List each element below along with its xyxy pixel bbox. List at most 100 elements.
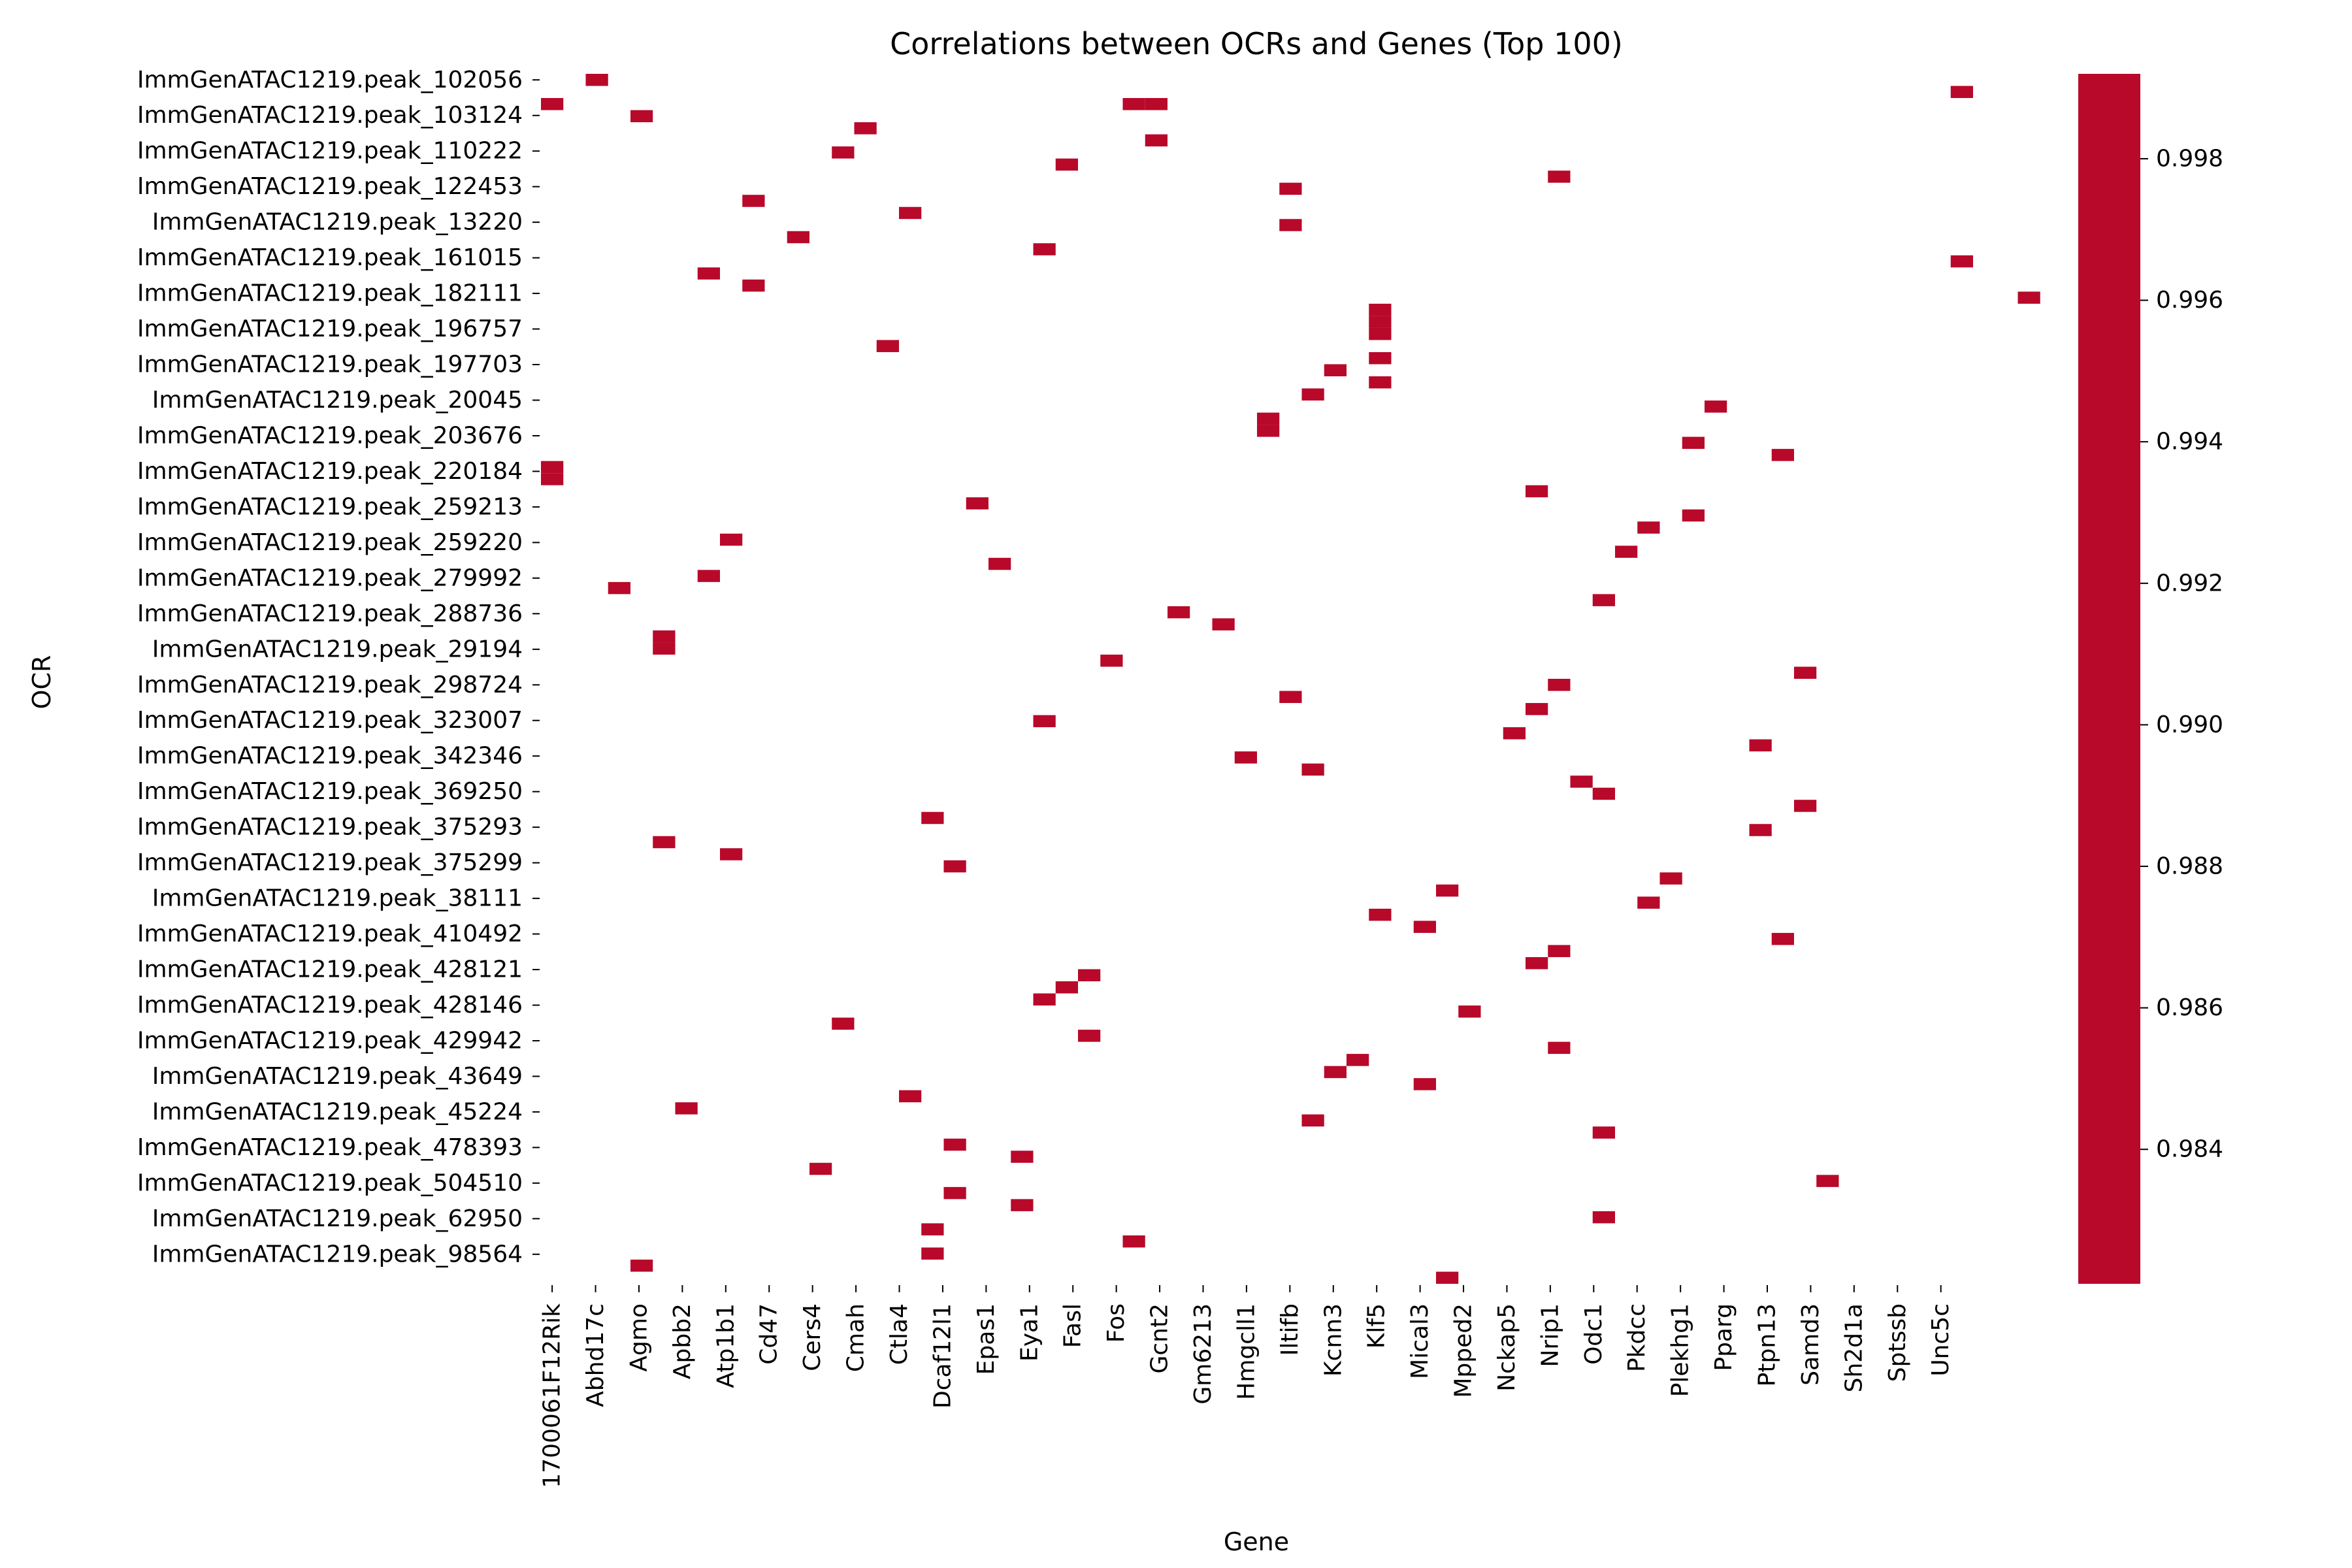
y-tick-label: ImmGenATAC1219.peak_161015 bbox=[137, 244, 523, 271]
heatmap-cell bbox=[1771, 449, 1794, 461]
heatmap-cell bbox=[1592, 1126, 1615, 1139]
y-tick-label: ImmGenATAC1219.peak_110222 bbox=[137, 138, 523, 165]
heatmap-cell bbox=[1122, 1235, 1145, 1248]
y-tick-label: ImmGenATAC1219.peak_220184 bbox=[137, 458, 523, 485]
x-tick-label: Cers4 bbox=[799, 1303, 826, 1371]
y-axis-ticks: ImmGenATAC1219.peak_102056 ImmGenATAC1219… bbox=[137, 67, 540, 1267]
x-tick-label: Gm6213 bbox=[1190, 1303, 1217, 1405]
x-tick-label: Iltifb bbox=[1277, 1303, 1303, 1356]
heatmap-cell bbox=[630, 110, 653, 123]
heatmap-cell bbox=[1212, 618, 1235, 630]
y-tick-label: ImmGenATAC1219.peak_102056 bbox=[137, 67, 523, 93]
y-tick-label: ImmGenATAC1219.peak_375293 bbox=[137, 814, 523, 841]
colorbar-tick-label: 0.986 bbox=[2156, 994, 2223, 1021]
heatmap-cell bbox=[720, 848, 743, 860]
heatmap-cell bbox=[1145, 98, 1168, 110]
x-tick-label: Ctla4 bbox=[886, 1303, 913, 1365]
x-tick-label: Mpped2 bbox=[1450, 1303, 1477, 1398]
x-tick-label: Sptssb bbox=[1884, 1303, 1911, 1382]
heatmap-cell bbox=[966, 497, 988, 510]
heatmap-cell bbox=[1301, 763, 1324, 776]
heatmap-cell bbox=[1615, 546, 1638, 558]
x-tick-label: Atp1b1 bbox=[712, 1303, 739, 1388]
x-tick-label: 1700061F12Rik bbox=[539, 1303, 566, 1488]
heatmap-cell bbox=[921, 811, 944, 825]
heatmap-cell bbox=[787, 231, 809, 244]
colorbar-tick-label: 0.988 bbox=[2156, 853, 2223, 880]
heatmap-cell bbox=[1279, 219, 1302, 231]
heatmap-cell bbox=[1324, 1066, 1347, 1079]
x-tick-label: Fos bbox=[1103, 1303, 1130, 1343]
heatmap-cell bbox=[1526, 485, 1548, 498]
x-tick-label: Cd47 bbox=[756, 1303, 783, 1365]
y-tick-label: ImmGenATAC1219.peak_203676 bbox=[137, 422, 523, 449]
heatmap-cell bbox=[1369, 908, 1392, 921]
x-tick-label: Eya1 bbox=[1016, 1303, 1043, 1362]
heatmap-cell bbox=[630, 1259, 653, 1272]
x-tick-label: Pparg bbox=[1710, 1303, 1737, 1371]
heatmap-cell bbox=[1682, 509, 1705, 522]
x-tick-label: Gcnt2 bbox=[1147, 1303, 1173, 1374]
x-tick-label: Samd3 bbox=[1797, 1303, 1824, 1386]
heatmap-cell bbox=[697, 267, 720, 280]
y-tick-label: ImmGenATAC1219.peak_196757 bbox=[137, 316, 523, 342]
heatmap-cell bbox=[1100, 654, 1123, 667]
heatmap-cell bbox=[1548, 945, 1571, 957]
heatmap-cell bbox=[1659, 872, 1682, 885]
heatmap-cell bbox=[988, 557, 1011, 570]
heatmap-cell bbox=[1369, 316, 1392, 328]
heatmap-cell bbox=[653, 642, 676, 655]
heatmap-cell bbox=[1055, 158, 1078, 171]
heatmap-cells bbox=[541, 74, 2040, 1284]
y-tick-label: ImmGenATAC1219.peak_13220 bbox=[152, 209, 523, 236]
heatmap-cell bbox=[1592, 787, 1615, 800]
y-tick-label: ImmGenATAC1219.peak_375299 bbox=[137, 849, 523, 876]
heatmap-cell bbox=[899, 1090, 922, 1103]
heatmap-cell bbox=[1794, 800, 1817, 812]
heatmap-cell bbox=[899, 206, 922, 220]
heatmap-cell bbox=[1033, 243, 1056, 255]
heatmap-cell bbox=[1168, 606, 1190, 619]
heatmap-cell bbox=[1436, 1271, 1459, 1284]
heatmap-cell bbox=[1078, 969, 1101, 981]
chart-title: Correlations between OCRs and Genes (Top… bbox=[890, 26, 1623, 61]
heatmap-cell bbox=[1257, 425, 1280, 437]
heatmap-cell bbox=[1526, 956, 1548, 970]
heatmap-cell bbox=[541, 473, 564, 485]
y-tick-label: ImmGenATAC1219.peak_298724 bbox=[137, 672, 523, 698]
colorbar-tick-label: 0.990 bbox=[2156, 711, 2223, 738]
x-tick-label: Apbb2 bbox=[669, 1303, 696, 1379]
x-tick-label: Odc1 bbox=[1580, 1303, 1607, 1365]
x-tick-label: Nckap5 bbox=[1494, 1303, 1520, 1392]
heatmap-cell bbox=[1369, 303, 1392, 316]
heatmap-cell bbox=[943, 1138, 966, 1151]
heatmap-cell bbox=[832, 146, 855, 159]
y-tick-label: ImmGenATAC1219.peak_43649 bbox=[152, 1063, 523, 1090]
y-tick-label: ImmGenATAC1219.peak_410492 bbox=[137, 921, 523, 947]
heatmap-cell bbox=[585, 74, 608, 86]
heatmap-cell bbox=[1369, 327, 1392, 340]
heatmap-cell bbox=[1548, 679, 1571, 691]
heatmap-cell bbox=[742, 279, 765, 292]
heatmap-cell bbox=[697, 570, 720, 582]
y-tick-label: ImmGenATAC1219.peak_504510 bbox=[137, 1169, 523, 1196]
heatmap-cell bbox=[1749, 824, 1772, 836]
x-tick-label: Agmo bbox=[625, 1303, 652, 1372]
heatmap-cell bbox=[653, 836, 676, 849]
y-tick-label: ImmGenATAC1219.peak_98564 bbox=[152, 1241, 523, 1267]
heatmap-cell bbox=[1234, 751, 1257, 764]
y-tick-label: ImmGenATAC1219.peak_20045 bbox=[152, 387, 523, 414]
heatmap-cell bbox=[1369, 376, 1392, 389]
colorbar-tick-label: 0.994 bbox=[2156, 429, 2223, 455]
heatmap-cell bbox=[1413, 921, 1436, 933]
heatmap-cell bbox=[1436, 884, 1459, 897]
y-tick-label: ImmGenATAC1219.peak_29194 bbox=[152, 636, 523, 662]
x-tick-label: Epas1 bbox=[973, 1303, 1000, 1375]
y-tick-label: ImmGenATAC1219.peak_259213 bbox=[137, 493, 523, 520]
x-tick-label: Pkdcc bbox=[1624, 1303, 1650, 1372]
x-axis-ticks: 1700061F12Rik Abhd17c Agmo Apbb2 Atp1b1 Cd47 C… bbox=[539, 1285, 1954, 1488]
heatmap-cell bbox=[1122, 98, 1145, 110]
x-tick-label: Unc5c bbox=[1927, 1303, 1954, 1377]
heatmap-cell bbox=[1055, 981, 1078, 994]
